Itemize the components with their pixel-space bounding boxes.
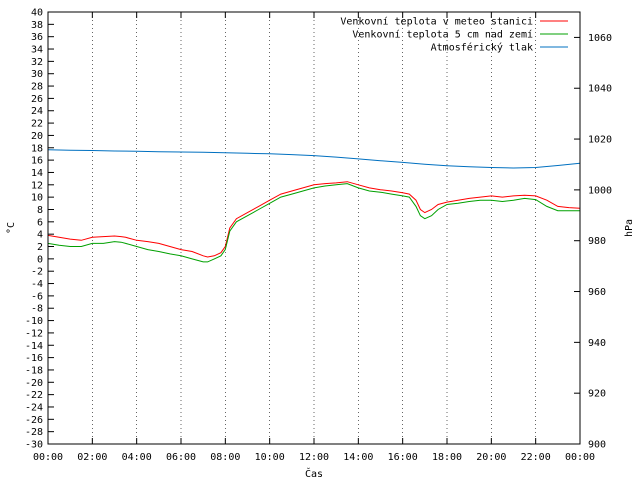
x-tick-label: 16:00 (388, 452, 418, 463)
y2-tick-label: 1040 (588, 84, 612, 95)
y2-tick-label: 900 (588, 440, 606, 451)
y-tick-label: 26 (31, 94, 43, 105)
series-layer (47, 149, 581, 263)
y2-tick-label: 1000 (588, 185, 612, 196)
series-line-1 (47, 181, 581, 258)
x-axis-label: Čas (305, 467, 323, 480)
legend: Venkovní teplota v meteo staniciVenkovní… (340, 16, 568, 54)
x-tick-label: 08:00 (210, 452, 240, 463)
ticks (47, 11, 581, 445)
y-axis-label: °C (6, 222, 17, 234)
legend-label: Venkovní teplota 5 cm nad zemí (352, 29, 533, 41)
y-tick-label: 22 (31, 119, 43, 130)
y-tick-label: -20 (25, 378, 43, 389)
y2-tick-label: 960 (588, 287, 606, 298)
y-tick-label: 10 (31, 193, 43, 204)
y-tick-label: 36 (31, 32, 43, 43)
y-tick-label: 6 (37, 217, 43, 228)
x-tick-label: 18:00 (432, 452, 462, 463)
y-tick-label: 38 (31, 20, 43, 31)
y-tick-label: -24 (25, 402, 43, 413)
y-tick-label: -18 (25, 365, 43, 376)
y-tick-label: 2 (37, 242, 43, 253)
y-tick-label: 24 (31, 106, 43, 117)
y-tick-label: -14 (25, 341, 43, 352)
y-tick-label: 18 (31, 143, 43, 154)
y-tick-label: 20 (31, 131, 43, 142)
y2-tick-label: 1060 (588, 33, 612, 44)
y2-tick-label: 920 (588, 389, 606, 400)
y-tick-label: 0 (37, 254, 43, 265)
y-tick-label: 28 (31, 82, 43, 93)
x-tick-label: 12:00 (299, 452, 329, 463)
y-tick-label: 32 (31, 57, 43, 68)
y-tick-label: 8 (37, 205, 43, 216)
x-tick-label: 06:00 (166, 452, 196, 463)
y-tick-label: 30 (31, 69, 43, 80)
x-tick-label: 00:00 (565, 452, 595, 463)
y-tick-label: 14 (31, 168, 43, 179)
legend-label: Atmosférický tlak (431, 42, 533, 54)
y-tick-label: -4 (31, 279, 43, 290)
y2-tick-label: 1020 (588, 135, 612, 146)
grid (92, 12, 536, 444)
y-tick-label: -30 (25, 440, 43, 451)
y-tick-label: -16 (25, 353, 43, 364)
x-axis-tick-labels: 00:00 02:00 04:00 06:00 08:00 10:00 12:00 14:00… (33, 452, 595, 463)
x-tick-label: 20:00 (476, 452, 506, 463)
y-tick-label: -12 (25, 328, 43, 339)
legend-label: Venkovní teplota v meteo stanici (340, 16, 533, 28)
series-line-2 (47, 183, 580, 263)
y-tick-label: 16 (31, 156, 43, 167)
x-tick-label: 22:00 (521, 452, 551, 463)
y-tick-label: -2 (31, 267, 43, 278)
y-tick-label: -10 (25, 316, 43, 327)
y2-tick-label: 980 (588, 236, 606, 247)
y2-tick-label: 940 (588, 338, 606, 349)
y-tick-label: -22 (25, 390, 43, 401)
y2-axis-tick-labels: 900 920 940 960 980 1000 1020 1040 1060 (588, 33, 612, 451)
y-tick-label: -8 (31, 304, 43, 315)
x-tick-label: 10:00 (255, 452, 285, 463)
y-tick-label: 4 (37, 230, 43, 241)
y2-axis-label: hPa (624, 219, 635, 237)
y-tick-label: 40 (31, 8, 43, 19)
x-tick-label: 04:00 (122, 452, 152, 463)
series-line-3 (47, 149, 581, 169)
x-tick-label: 14:00 (343, 452, 373, 463)
y-axis-tick-labels: -30-28-26-24-22-20-18-16-14-12-10-8-6-4-… (25, 8, 43, 451)
y-tick-label: 34 (31, 45, 43, 56)
y-tick-label: 12 (31, 180, 43, 191)
y-tick-label: -26 (25, 415, 43, 426)
x-tick-label: 02:00 (77, 452, 107, 463)
y-tick-label: -6 (31, 291, 43, 302)
x-tick-label: 00:00 (33, 452, 63, 463)
y-tick-label: -28 (25, 427, 43, 438)
